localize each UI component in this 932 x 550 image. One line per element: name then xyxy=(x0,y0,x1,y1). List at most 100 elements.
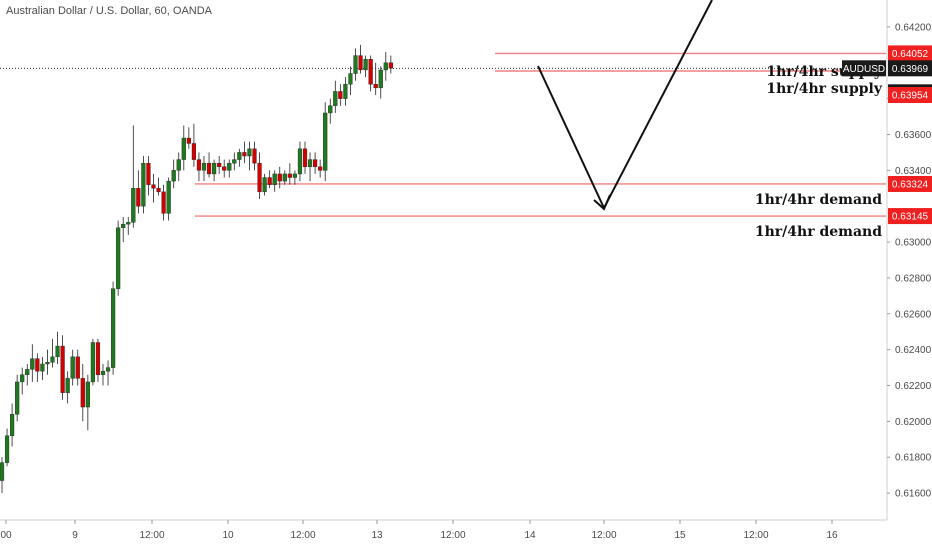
candle-body xyxy=(277,173,282,182)
price-tick-label: 0.62400 xyxy=(895,345,932,356)
candle-body xyxy=(343,84,348,99)
level-price-tag: 0.63324 xyxy=(892,179,929,190)
candle-body xyxy=(232,159,237,164)
candle-body xyxy=(307,159,313,167)
candle-body xyxy=(388,62,393,69)
candle-body xyxy=(348,73,353,85)
candle-body xyxy=(363,58,368,71)
candle-body xyxy=(267,177,272,185)
level-price-tag-bg xyxy=(888,208,932,225)
candle-body xyxy=(196,159,202,171)
candle-body xyxy=(211,162,217,175)
level-annotation: 1hr/4hr demand xyxy=(755,224,882,240)
level-price-tag: 0.63145 xyxy=(892,212,929,223)
symbol-tag-bg xyxy=(842,60,886,77)
candle-body xyxy=(206,162,212,175)
candle-body xyxy=(105,367,111,372)
price-tick-label: 0.61800 xyxy=(895,453,932,464)
candle-body xyxy=(15,381,20,415)
candle-body xyxy=(378,69,383,89)
candle-body xyxy=(85,381,90,408)
price-tick-label: 0.62600 xyxy=(895,309,932,320)
chart-title: Australian Dollar / U.S. Dollar, 60, OAN… xyxy=(6,5,213,17)
time-tick-label: 12:00 xyxy=(290,530,315,541)
candle-body xyxy=(282,173,287,182)
projection-arrow xyxy=(537,0,713,211)
price-tick-label: 0.62200 xyxy=(895,381,932,392)
price-tick-label: 0.62800 xyxy=(895,273,932,284)
candle-body xyxy=(227,162,232,171)
candle-body xyxy=(358,55,363,71)
candle-body xyxy=(171,170,176,182)
price-tick-label: 0.63400 xyxy=(895,166,932,177)
level-annotation: 1hr/4hr demand xyxy=(755,192,882,208)
candle-body xyxy=(323,112,328,171)
candle-body xyxy=(40,363,45,372)
candle-body xyxy=(262,177,267,193)
candle-body xyxy=(186,137,191,144)
level-price-tag-bg xyxy=(888,87,932,104)
candle-body xyxy=(353,55,358,74)
candle-body xyxy=(35,358,40,372)
candle-body xyxy=(126,222,131,225)
candle-body xyxy=(368,58,373,85)
candle-body xyxy=(116,227,121,289)
candle-body xyxy=(60,345,65,393)
time-tick-label: 12:00 xyxy=(743,530,768,541)
candle-body xyxy=(338,91,343,99)
time-tick-label: 10 xyxy=(222,530,234,541)
candle-body xyxy=(313,159,318,167)
time-tick-label: 14 xyxy=(524,530,536,541)
current-price-tag: 0.63969 xyxy=(892,64,929,75)
candle-body xyxy=(90,342,95,383)
price-tick-label: 0.61600 xyxy=(895,489,932,500)
candle-body xyxy=(176,159,181,171)
time-tick-label: 00 xyxy=(0,530,12,541)
candle-body xyxy=(146,162,151,185)
candle-body xyxy=(318,166,323,171)
candle-body xyxy=(272,173,277,185)
candle-body xyxy=(9,414,15,436)
candle-body xyxy=(242,152,247,157)
candle-body xyxy=(156,188,161,193)
candle-body xyxy=(75,356,80,379)
candle-body xyxy=(222,166,227,171)
candle-body xyxy=(30,358,35,370)
candle-body xyxy=(217,162,222,167)
projection-arrowhead xyxy=(593,194,611,211)
price-tick-label: 0.64200 xyxy=(895,22,932,33)
candle-body xyxy=(328,105,333,114)
level-price-tag: 0.63954 xyxy=(892,91,929,102)
candle-body xyxy=(252,148,257,164)
time-tick-label: 16 xyxy=(826,530,838,541)
candle-body xyxy=(45,362,50,365)
candle-body xyxy=(292,173,297,178)
candle-body xyxy=(95,342,101,375)
time-tick-label: 12:00 xyxy=(591,530,616,541)
candle-body xyxy=(247,148,252,157)
candle-body xyxy=(302,148,308,167)
time-tick-label: 12:00 xyxy=(139,530,164,541)
level-price-tag-bg xyxy=(888,175,932,192)
candle-body xyxy=(20,374,25,383)
candle-body xyxy=(0,462,5,481)
candle-body xyxy=(131,188,136,223)
candle-body xyxy=(55,345,60,358)
candle-body xyxy=(297,148,303,175)
current-price-tag-bg xyxy=(888,60,932,77)
time-tick-label: 13 xyxy=(371,530,383,541)
candle-body xyxy=(110,288,116,368)
candle-body xyxy=(166,180,171,214)
candle-body xyxy=(100,370,106,375)
candle-body xyxy=(65,378,70,393)
price-tick-label: 0.63000 xyxy=(895,238,932,249)
level-annotation: 1hr/4hr supply xyxy=(766,81,883,97)
candle-body xyxy=(257,162,262,193)
candle-body xyxy=(287,173,292,178)
candle-body xyxy=(191,143,196,160)
candle-body xyxy=(136,188,141,207)
candle-body xyxy=(50,356,55,363)
candle-body xyxy=(151,184,156,189)
